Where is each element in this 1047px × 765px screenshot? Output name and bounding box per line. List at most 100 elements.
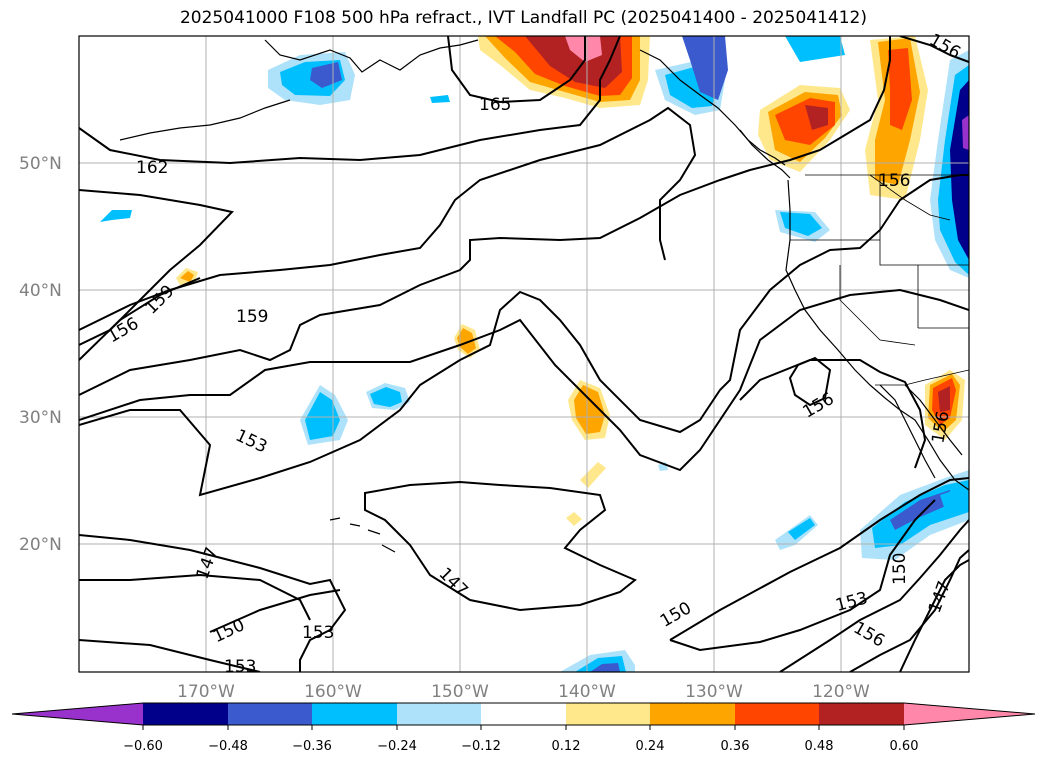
- alaska-coast: [264, 39, 479, 73]
- lon-label: 170°W: [177, 682, 235, 702]
- contour-156-a: [79, 277, 201, 361]
- colorbar-tick-label: 0.12: [552, 739, 581, 754]
- contour-label: 159: [236, 307, 268, 327]
- colorbar-segment: [312, 703, 397, 725]
- colorbar-segment: [735, 703, 819, 725]
- contour-label: 153: [302, 623, 334, 643]
- contour-147-center: [364, 480, 637, 612]
- contour-label: 156: [104, 314, 142, 348]
- lat-label: 20°N: [19, 535, 62, 555]
- neg-patch-interior-4: [962, 115, 969, 150]
- colorbar-tick-label: −0.48: [208, 739, 248, 754]
- colorbar-segment: [228, 703, 312, 725]
- colorbar-tick-label: 0.36: [721, 739, 750, 754]
- contour-label: 150: [657, 598, 695, 632]
- contour-150-east: [669, 477, 969, 641]
- baja-coast: [879, 384, 936, 479]
- contour-label: 165: [479, 95, 511, 115]
- pos-patch-gulf-5: [565, 36, 602, 62]
- contour-153-east: [739, 359, 927, 469]
- contour-147-se: [899, 559, 969, 672]
- neg-patch-mid-2: [370, 387, 402, 407]
- lat-label: 50°N: [19, 154, 62, 174]
- neg-patch-sw-2: [788, 518, 815, 540]
- colorbar-tick-label: −0.12: [461, 739, 501, 754]
- neg-patch-alaska-core: [310, 62, 342, 88]
- colorbar-extend-low: [12, 703, 143, 725]
- lon-label: 160°W: [304, 682, 362, 702]
- contour-150-se: [669, 499, 936, 652]
- contour-label: 150: [210, 615, 248, 647]
- neg-patch-mexico-4: [940, 485, 969, 510]
- gridlines: [79, 36, 969, 672]
- colorbar: −0.60 −0.48 −0.36 −0.24 −0.12 0.12 0.24 …: [11, 702, 1036, 754]
- coastlines: [119, 39, 969, 553]
- shaded-fields: [100, 36, 969, 672]
- pos-patch-baja-4: [938, 386, 950, 412]
- longitude-labels: 170°W 160°W 150°W 140°W 130°W 120°W: [177, 682, 870, 702]
- contour-150-south: [209, 589, 341, 633]
- contour-159-mid: [79, 106, 697, 331]
- colorbar-segment: [566, 703, 650, 725]
- lat-label: 40°N: [19, 281, 62, 301]
- pos-patch-140w-2: [574, 385, 605, 434]
- contour-165: [447, 36, 586, 104]
- pos-patch-rockies-3: [888, 48, 912, 130]
- colorbar-segment: [819, 703, 904, 725]
- colorbar-tick-label: −0.60: [123, 739, 163, 754]
- contour-label: 162: [136, 158, 168, 178]
- political-borders: [790, 174, 969, 386]
- contour-label: 153: [224, 657, 256, 677]
- us-west-coast: [785, 179, 969, 491]
- map-title: 2025041000 F108 500 hPa refract., IVT La…: [179, 8, 867, 28]
- se-alaska-coast: [639, 49, 786, 166]
- colorbar-extend-high: [904, 703, 1035, 725]
- plot-frame: [78, 35, 970, 673]
- hawaii-islands: [329, 517, 396, 553]
- contour-153-sw: [79, 639, 261, 672]
- contour-159-top: [79, 189, 234, 346]
- colorbar-tick-label: −0.36: [292, 739, 332, 754]
- colorbar-segment: [143, 703, 228, 725]
- contour-150-sw: [79, 573, 311, 621]
- contour-153-outer: [79, 174, 969, 497]
- bc-coast: [739, 129, 791, 179]
- contour-156-b: [79, 36, 891, 396]
- colorbar-tick-label: 0.24: [636, 739, 665, 754]
- lon-label: 130°W: [685, 682, 743, 702]
- contour-147-west: [79, 534, 347, 672]
- colorbar-tick-label: 0.60: [890, 739, 919, 754]
- lat-label: 30°N: [19, 408, 62, 428]
- contour-156-se: [849, 549, 969, 672]
- neg-patch-sealaska-3: [682, 36, 728, 100]
- pos-patch-bc-4: [805, 105, 828, 130]
- contour-label: 156: [878, 171, 910, 191]
- contour-153-se: [779, 519, 969, 672]
- colorbar-segment: [650, 703, 735, 725]
- contour-label: 147: [925, 578, 955, 615]
- colorbar-tick-label: −0.24: [377, 739, 417, 754]
- pos-patch-tiny-1: [580, 462, 606, 488]
- lon-label: 140°W: [558, 682, 616, 702]
- contour-150-mid: [79, 288, 969, 472]
- neg-patch-top-right: [785, 36, 845, 62]
- colorbar-segment: [397, 703, 481, 725]
- neg-patch-bottom-3: [590, 663, 620, 672]
- lon-label: 150°W: [431, 682, 489, 702]
- contour-label: 153: [834, 588, 871, 616]
- contour-label: 159: [141, 281, 178, 318]
- colorbar-tick-label: 0.48: [805, 739, 834, 754]
- contour-label: 150: [890, 553, 910, 585]
- pos-patch-tiny-2: [566, 512, 582, 526]
- refractivity-contours: [79, 36, 969, 672]
- gulf-california: [904, 384, 963, 456]
- neg-patch-hawaii-n-2: [305, 392, 340, 440]
- neg-patch-west: [100, 210, 132, 222]
- contour-162: [79, 36, 621, 165]
- colorbar-segment: [481, 703, 566, 725]
- contour-label: 147: [435, 564, 472, 601]
- aleutian-chain: [119, 99, 291, 141]
- latitude-labels: 50°N 40°N 30°N 20°N: [19, 154, 62, 555]
- pos-patch-west-2: [180, 271, 194, 282]
